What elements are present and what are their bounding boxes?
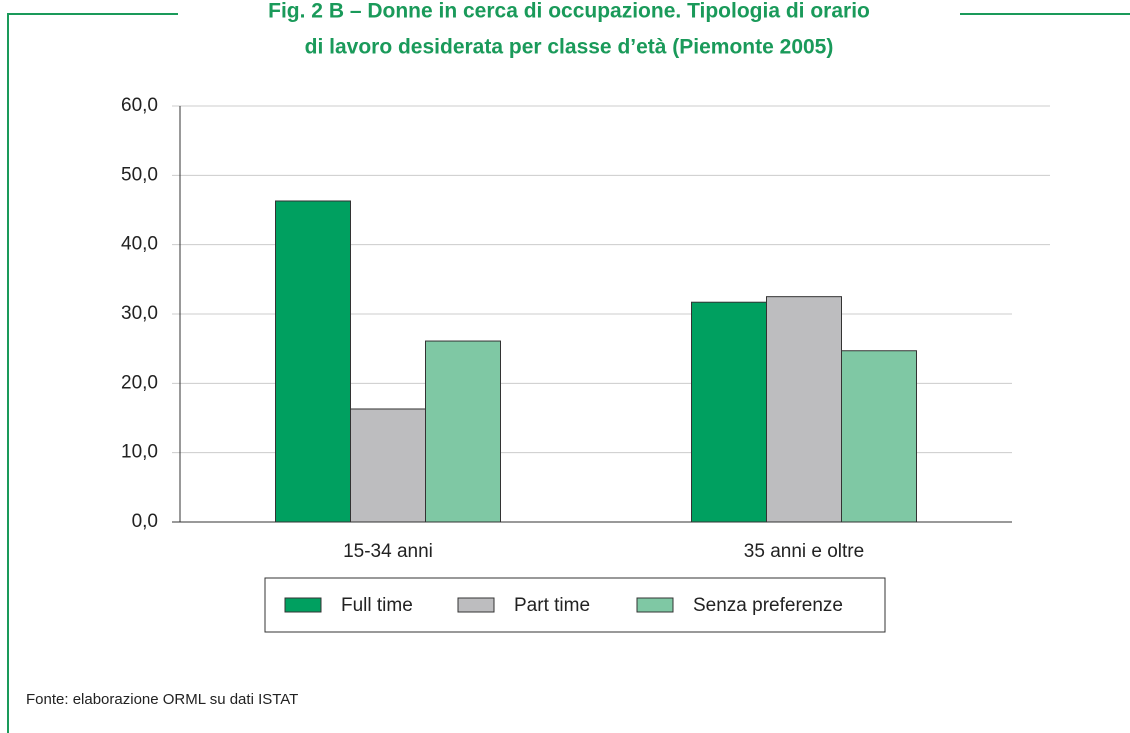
x-tick-label: 35 anni e oltre <box>744 541 864 562</box>
bar <box>691 301 767 523</box>
y-tick-label: 50,0 <box>121 164 158 185</box>
x-tick-label: 15-34 anni <box>343 541 433 562</box>
source: Fonte: elaborazione ORML su dati ISTAT <box>26 691 298 708</box>
legend-label: Full time <box>341 595 413 616</box>
chart-title: Fig. 2 B – Donne in cerca di occupazione… <box>268 0 870 23</box>
bar <box>766 296 842 523</box>
y-tick-label: 20,0 <box>121 372 158 393</box>
bar <box>350 408 426 523</box>
legend-label: Senza preferenze <box>693 595 843 616</box>
bar <box>425 340 501 523</box>
y-tick-label: 10,0 <box>121 442 158 463</box>
legend-swatch <box>284 597 322 613</box>
bar <box>275 200 351 523</box>
bar <box>841 350 917 523</box>
y-tick-label: 30,0 <box>121 303 158 324</box>
y-tick-label: 60,0 <box>121 95 158 116</box>
chart-title: di lavoro desiderata per classe d’età (P… <box>305 36 834 59</box>
legend-box <box>264 577 886 633</box>
y-tick-label: 40,0 <box>121 234 158 255</box>
legend-label: Part time <box>514 595 590 616</box>
legend-swatch <box>636 597 674 613</box>
legend-swatch <box>457 597 495 613</box>
y-tick-label: 0,0 <box>132 511 158 532</box>
